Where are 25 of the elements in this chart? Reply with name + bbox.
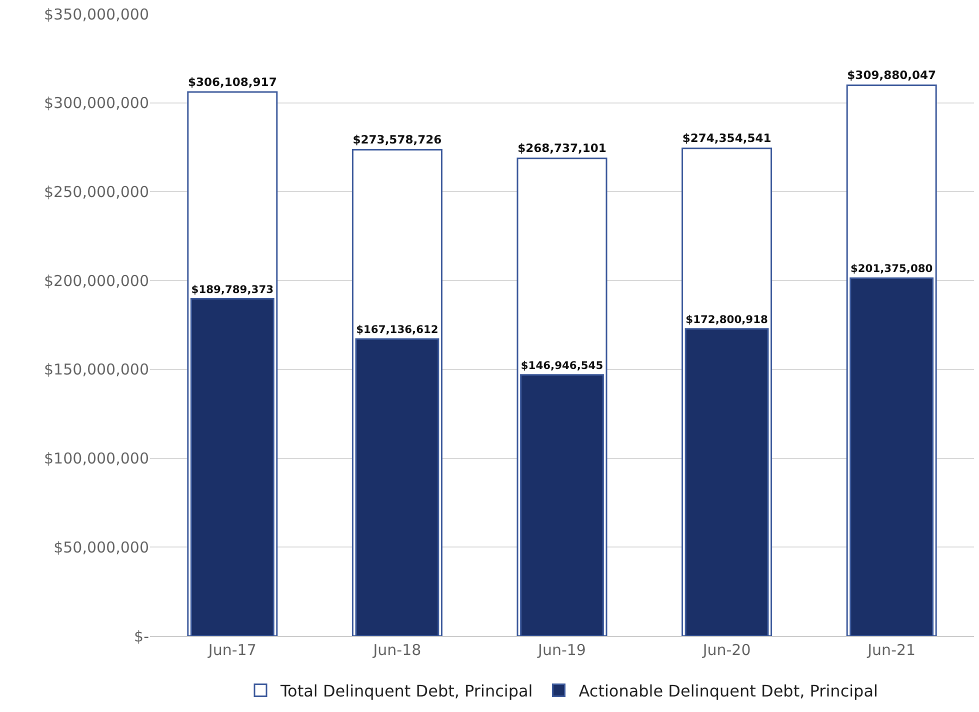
legend-label: Actionable Delinquent Debt, Principal <box>578 681 878 700</box>
data-label: $273,578,726 <box>352 132 442 147</box>
x-tick-label: Jun-20 <box>702 641 751 659</box>
y-tick-label: $100,000,000 <box>44 450 149 468</box>
x-tick-label: Jun-21 <box>866 641 916 659</box>
y-tick-label: $250,000,000 <box>44 182 149 201</box>
y-tick-label: $150,000,000 <box>44 360 149 379</box>
data-label: $306,108,917 <box>188 74 277 89</box>
data-label: $268,737,101 <box>518 141 606 156</box>
data-label: $189,789,373 <box>191 282 274 296</box>
data-label: $146,946,545 <box>520 358 604 372</box>
y-tick-label: $350,000,000 <box>44 5 149 24</box>
data-label: $309,880,047 <box>847 68 936 82</box>
legend-label: Total Delinquent Debt, Principal <box>280 681 533 700</box>
y-tick-label: $200,000,000 <box>44 272 149 290</box>
y-tick-label: $300,000,000 <box>44 94 149 112</box>
data-label: $201,375,080 <box>850 262 933 276</box>
x-tick-label: Jun-17 <box>207 641 256 659</box>
x-tick-label: Jun-18 <box>372 641 422 659</box>
data-label: $172,800,918 <box>686 312 768 326</box>
data-label: $167,136,612 <box>356 323 438 336</box>
data-label: $274,354,541 <box>682 131 772 146</box>
x-tick-label: Jun-19 <box>537 641 586 659</box>
y-tick-label: $- <box>134 627 149 646</box>
y-tick-label: $50,000,000 <box>54 538 149 556</box>
